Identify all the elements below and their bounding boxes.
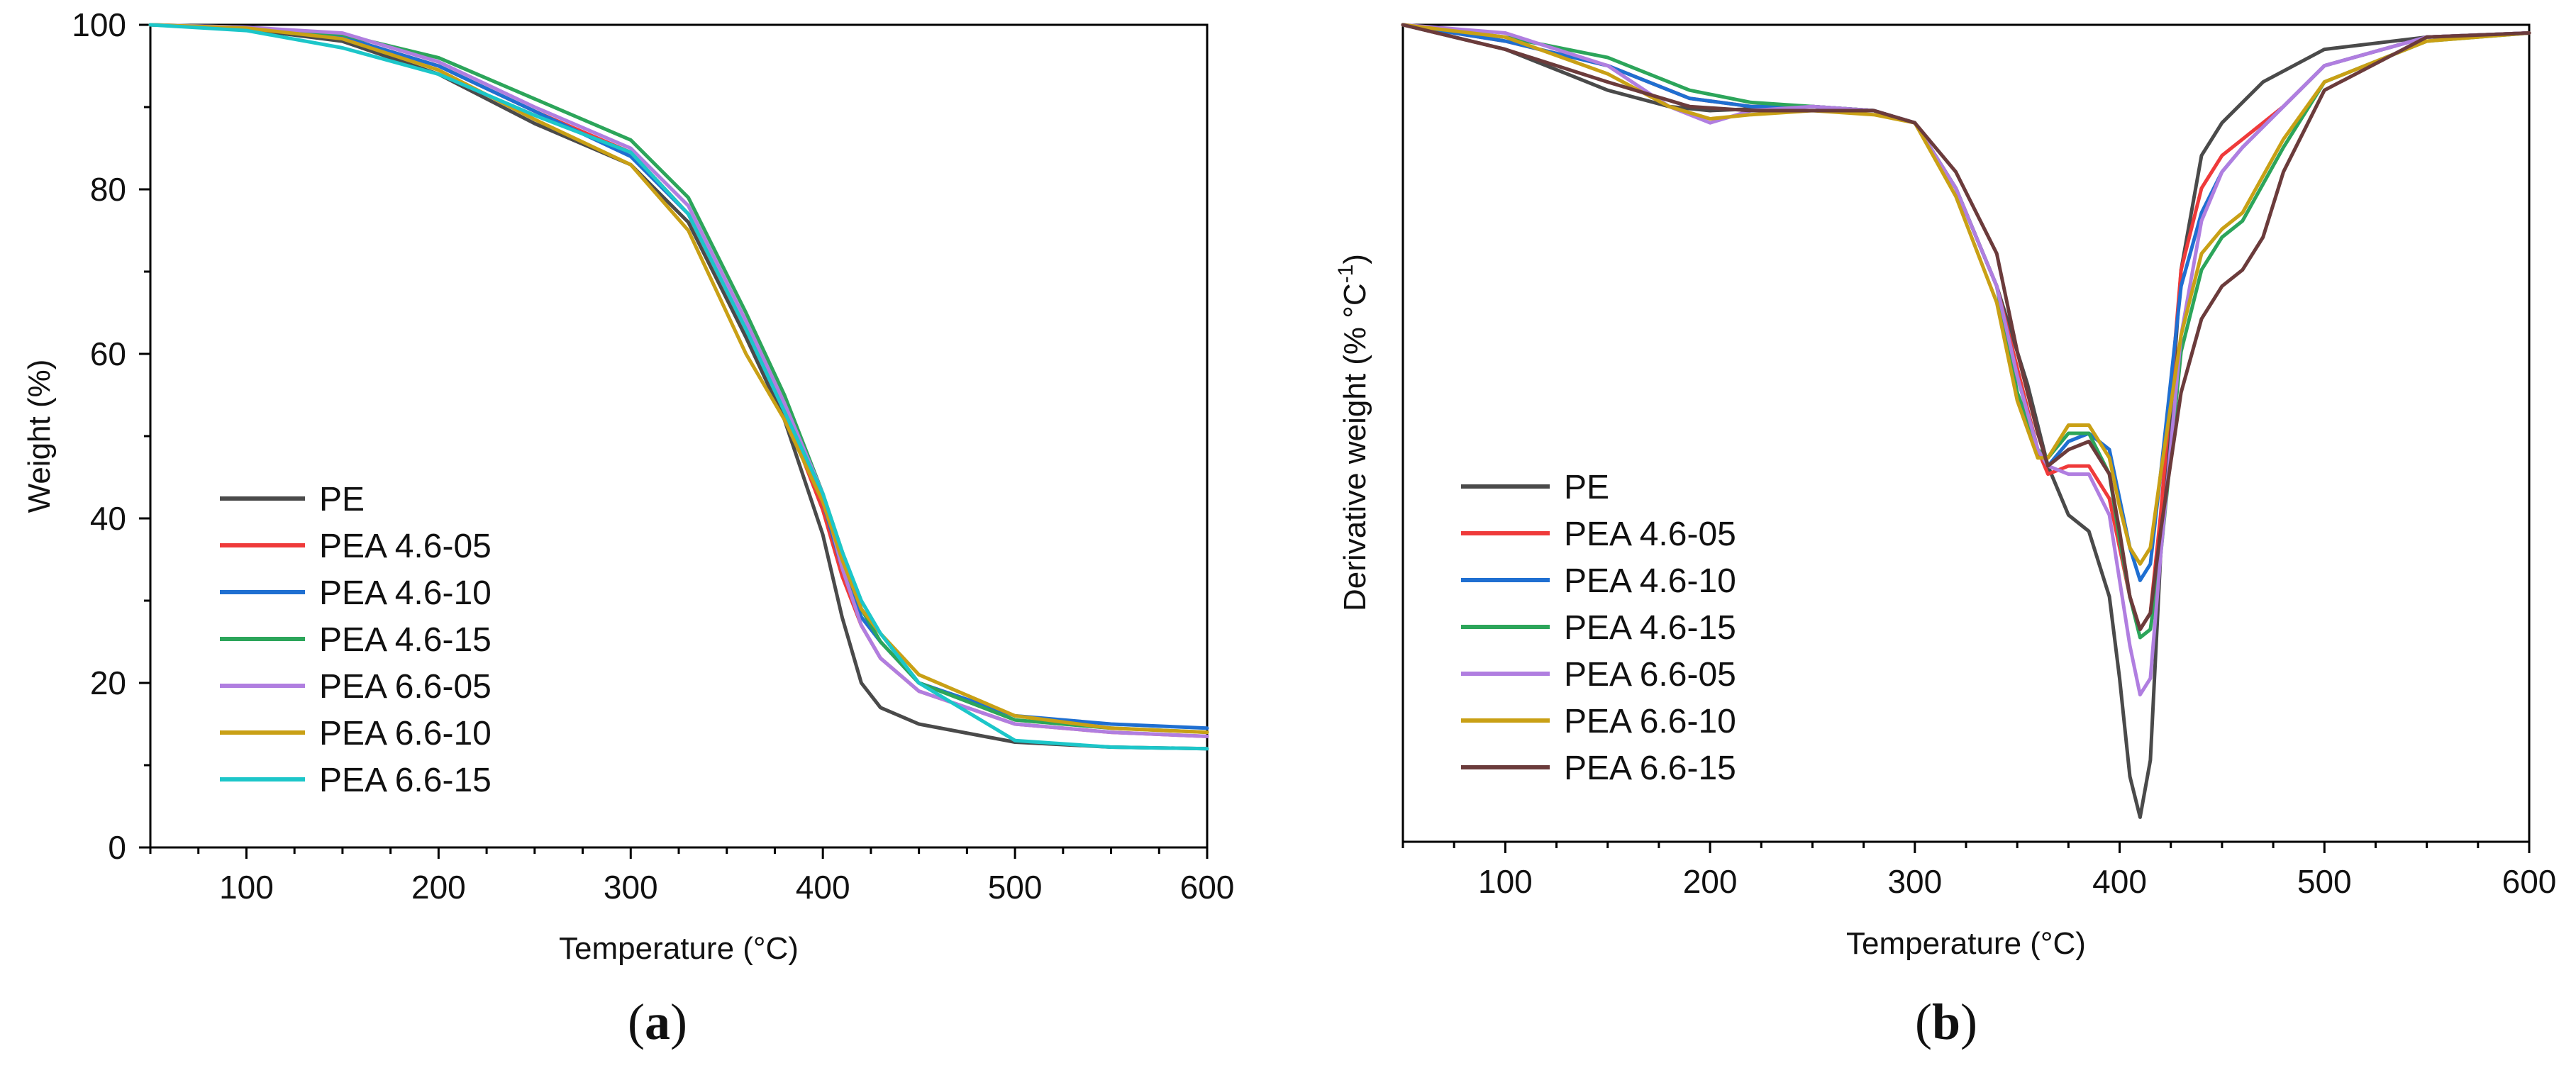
panel-b-y-axis-title: Derivative weight (% °C-1) — [1334, 254, 1372, 611]
legend-label-pea-4-6-05: PEA 4.6-05 — [1564, 516, 1736, 553]
series-line-pe — [148, 23, 1209, 751]
legend-label-pea-4-6-15: PEA 4.6-15 — [1564, 609, 1736, 647]
panel-b-series — [1401, 23, 2531, 819]
legend-label-pea-6-6-10: PEA 6.6-10 — [319, 715, 492, 752]
series-line-pea-4-6-10 — [148, 23, 1209, 730]
legend-label-pea-6-6-15: PEA 6.6-15 — [1564, 750, 1736, 787]
panel-b-legend: PE PEA 4.6-05 PEA 4.6-10 PEA 4.6-15 PEA 6.6-… — [1461, 469, 1736, 787]
panel-b-x-axis-title: Temperature (°C) — [1846, 926, 2086, 961]
series-line-pea-6-6-15 — [148, 23, 1209, 751]
series-line-pea-6-6-05 — [148, 23, 1209, 738]
y-tick-label-40: 40 — [90, 500, 126, 537]
x-tick-label-600: 600 — [1180, 869, 1235, 906]
panel-b-y-axis-title-main: Derivative weight (% °C — [1338, 283, 1372, 611]
panel-b-label: (b) — [1915, 994, 1977, 1050]
panel-a-series — [148, 23, 1209, 751]
y-tick-label-80: 80 — [90, 171, 126, 208]
panel-a-y-axis-title: Weight (%) — [22, 360, 57, 513]
series-line-pea-6-6-15 — [1401, 23, 2531, 631]
panel-b-y-axis-title-sup: -1 — [1334, 265, 1358, 284]
series-line-pea-4-6-05 — [148, 23, 1209, 738]
x-tick-label-200: 200 — [1683, 863, 1738, 900]
x-tick-label-300: 300 — [1887, 863, 1942, 900]
x-tick-label-100: 100 — [1478, 863, 1533, 900]
series-line-pe — [1401, 23, 2531, 819]
panel-b-ticks: 100 200 300 400 500 600 — [1401, 842, 2557, 900]
legend-label-pe: PE — [319, 481, 365, 518]
x-tick-label-200: 200 — [411, 869, 466, 906]
panel-a-label: (a) — [628, 994, 687, 1050]
y-tick-label-60: 60 — [90, 335, 126, 372]
legend-label-pea-6-6-10: PEA 6.6-10 — [1564, 703, 1736, 740]
series-line-pea-6-6-10 — [148, 23, 1209, 735]
x-tick-label-500: 500 — [2297, 863, 2352, 900]
series-line-pea-4-6-15 — [1401, 23, 2531, 640]
series-line-pea-6-6-10 — [1401, 23, 2531, 566]
legend-label-pea-4-6-10: PEA 4.6-10 — [1564, 562, 1736, 600]
y-tick-label-100: 100 — [72, 6, 126, 43]
panel-b-label-letter: b — [1932, 994, 1960, 1050]
panel-a-legend: PE PEA 4.6-05 PEA 4.6-10 PEA 4.6-15 PEA 6.6-… — [220, 481, 492, 799]
series-line-pea-4-6-15 — [148, 23, 1209, 735]
legend-label-pea-4-6-15: PEA 4.6-15 — [319, 621, 492, 659]
x-tick-label-400: 400 — [796, 869, 850, 906]
panel-a-weight-chart: 100 200 300 400 500 600 0 20 40 60 80 100 PE PEA 4.6… — [22, 6, 1234, 1050]
x-tick-label-500: 500 — [988, 869, 1043, 906]
y-tick-label-0: 0 — [108, 829, 126, 866]
legend-label-pea-6-6-05: PEA 6.6-05 — [1564, 656, 1736, 694]
y-tick-label-20: 20 — [90, 664, 126, 701]
panel-a-ticks: 100 200 300 400 500 600 0 20 40 60 80 100 — [72, 6, 1234, 906]
legend-label-pe: PE — [1564, 469, 1609, 506]
panel-a-x-axis-title: Temperature (°C) — [559, 931, 799, 966]
panel-b-derivative-chart: 100 200 300 400 500 600 PE PEA 4.6-05 PEA 4.6-1… — [1334, 23, 2557, 1050]
legend-label-pea-4-6-05: PEA 4.6-05 — [319, 528, 492, 565]
series-line-pea-6-6-05 — [1401, 23, 2531, 697]
legend-label-pea-6-6-15: PEA 6.6-15 — [319, 762, 492, 799]
x-tick-label-400: 400 — [2092, 863, 2147, 900]
legend-label-pea-4-6-10: PEA 4.6-10 — [319, 574, 492, 612]
panel-b-y-axis-title-end: ) — [1338, 254, 1372, 265]
x-tick-label-600: 600 — [2502, 863, 2557, 900]
panel-a-label-letter: a — [645, 994, 670, 1050]
legend-label-pea-6-6-05: PEA 6.6-05 — [319, 668, 492, 706]
x-tick-label-100: 100 — [219, 869, 274, 906]
x-tick-label-300: 300 — [604, 869, 658, 906]
